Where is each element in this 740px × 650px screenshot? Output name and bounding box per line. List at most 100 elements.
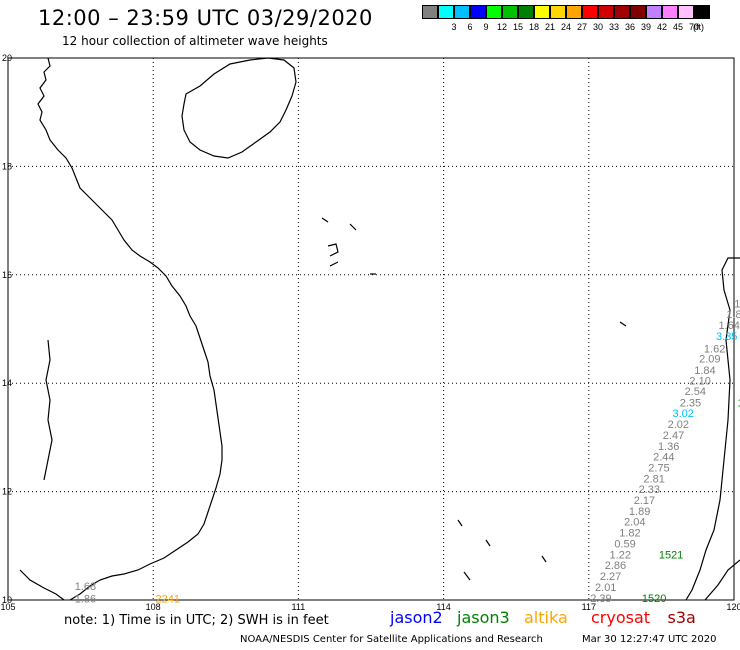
wave-height-value: 1.84: [694, 365, 715, 377]
colorbar-cell: [502, 5, 518, 19]
colorbar-label: 70: [688, 22, 700, 32]
wave-height-value: 1520: [642, 593, 666, 605]
lon-tick-label: 108: [146, 602, 161, 612]
satellite-label: cryosat: [591, 608, 651, 627]
lat-tick-label: 10: [2, 595, 12, 605]
wave-height-value: 2.01: [595, 582, 616, 594]
colorbar-cell: [694, 5, 710, 19]
lat-lon-grid: [7, 57, 735, 601]
coastline: [19, 57, 740, 601]
wave-height-value: 2.44: [653, 452, 674, 464]
colorbar-label: 39: [640, 22, 652, 32]
colorbar-cell: [566, 5, 582, 19]
hainan-coastline: [181, 57, 297, 159]
colorbar-cell: [518, 5, 534, 19]
wave-height-value: 2.86: [605, 560, 626, 572]
altimeter-observations: 1.681.8622411.1.81.643.351.622.091.842.1…: [75, 298, 740, 605]
lat-tick-label: 14: [2, 378, 12, 388]
colorbar-label: 3: [451, 22, 457, 32]
satellite-label: altika: [524, 608, 568, 627]
wave-height-value: 2.39: [590, 593, 611, 605]
wave-height-colorbar: [422, 5, 710, 19]
satellite-label: s3a: [667, 608, 696, 627]
axis-tick-labels: 105 108 111 114 117 120 20 18 16 14 12 10: [0, 53, 740, 612]
wave-height-value: 3.02: [672, 408, 693, 420]
wave-height-value: 2.04: [624, 517, 645, 529]
wave-height-value: 2.54: [685, 386, 706, 398]
colorbar-label: 30: [592, 22, 604, 32]
lat-tick-label: 12: [2, 487, 12, 497]
wave-height-value: 3.35: [716, 331, 737, 343]
colorbar-cell: [662, 5, 678, 19]
wave-height-value: 1521: [659, 549, 683, 561]
wave-height-value: 2.35: [680, 398, 701, 410]
colorbar-cell: [422, 5, 438, 19]
philippines-coastline: [685, 257, 740, 601]
wave-height-value: 2.27: [600, 571, 621, 583]
wave-height-value: 2.17: [634, 495, 655, 507]
colorbar-unit: (ft): [693, 22, 704, 32]
wave-height-value: 1.89: [629, 506, 650, 518]
wave-height-value: 2.75: [648, 463, 669, 475]
footer-note: note: 1) Time is in UTC; 2) SWH is in fe…: [64, 613, 329, 628]
lon-tick-label: 117: [582, 602, 596, 612]
lat-tick-label: 20: [2, 53, 12, 63]
lon-tick-label: 114: [436, 602, 450, 612]
lat-tick-label: 18: [2, 161, 12, 171]
colorbar-cell: [598, 5, 614, 19]
colorbar-label: 45: [672, 22, 684, 32]
credit-line: NOAA/NESDIS Center for Satellite Applica…: [240, 634, 543, 645]
wave-height-value: 1.86: [75, 594, 96, 606]
colorbar-cell: [630, 5, 646, 19]
colorbar-label: 6: [467, 22, 473, 32]
satellite-label: jason3: [457, 608, 510, 627]
wave-height-value: 2.81: [643, 473, 664, 485]
wave-height-value: 2.10: [689, 375, 710, 387]
lat-tick-label: 16: [2, 270, 12, 280]
wave-height-value: 15: [738, 398, 740, 410]
lon-tick-label: 111: [292, 602, 306, 612]
colorbar-cell: [582, 5, 598, 19]
wave-height-value: 1.22: [610, 549, 631, 561]
vietnam-coastline: [37, 57, 223, 601]
wave-height-value: 2.09: [699, 354, 720, 366]
map-title: 12:00 – 23:59 UTC 03/29/2020: [38, 6, 373, 30]
colorbar-cell: [454, 5, 470, 19]
colorbar-cell: [438, 5, 454, 19]
colorbar-cell: [470, 5, 486, 19]
wave-height-value: 1.8: [726, 309, 740, 321]
wave-height-value: 2.47: [663, 430, 684, 442]
colorbar-label: 24: [560, 22, 572, 32]
colorbar-label: 27: [576, 22, 588, 32]
wave-height-value: 1.82: [619, 528, 640, 540]
colorbar-cell: [550, 5, 566, 19]
colorbar-cell: [486, 5, 502, 19]
lon-tick-label: 105: [0, 602, 15, 612]
wave-height-value: 1.68: [75, 581, 96, 593]
wave-height-value: 2.33: [639, 484, 660, 496]
colorbar-label: 21: [544, 22, 556, 32]
colorbar-label: 12: [496, 22, 508, 32]
colorbar-cell: [646, 5, 662, 19]
lon-tick-label: 120: [726, 602, 740, 612]
colorbar-labels: 3 6 9 12 15 18 21 24 27 30 33 36 39 42 45 70 (ft): [422, 22, 740, 34]
wave-height-value: 0.59: [614, 538, 635, 550]
colorbar-cell: [678, 5, 694, 19]
wave-height-value: 1.62: [704, 343, 725, 355]
wave-height-value: 1.: [734, 298, 740, 310]
wave-height-value: 2.02: [668, 419, 689, 431]
wave-height-value: 1.64: [718, 320, 739, 332]
colorbar-label: 9: [483, 22, 489, 32]
wave-height-value: 2241: [155, 594, 179, 606]
wave-height-value: 1.36: [658, 441, 679, 453]
map-frame: [7, 57, 735, 601]
colorbar-label: 36: [624, 22, 636, 32]
colorbar-label: 33: [608, 22, 620, 32]
colorbar-cell: [614, 5, 630, 19]
colorbar-label: 42: [656, 22, 668, 32]
satellite-label: jason2: [390, 608, 443, 627]
colorbar-label: 18: [528, 22, 540, 32]
generated-timestamp: Mar 30 12:27:47 UTC 2020: [582, 634, 717, 645]
colorbar-cell: [534, 5, 550, 19]
